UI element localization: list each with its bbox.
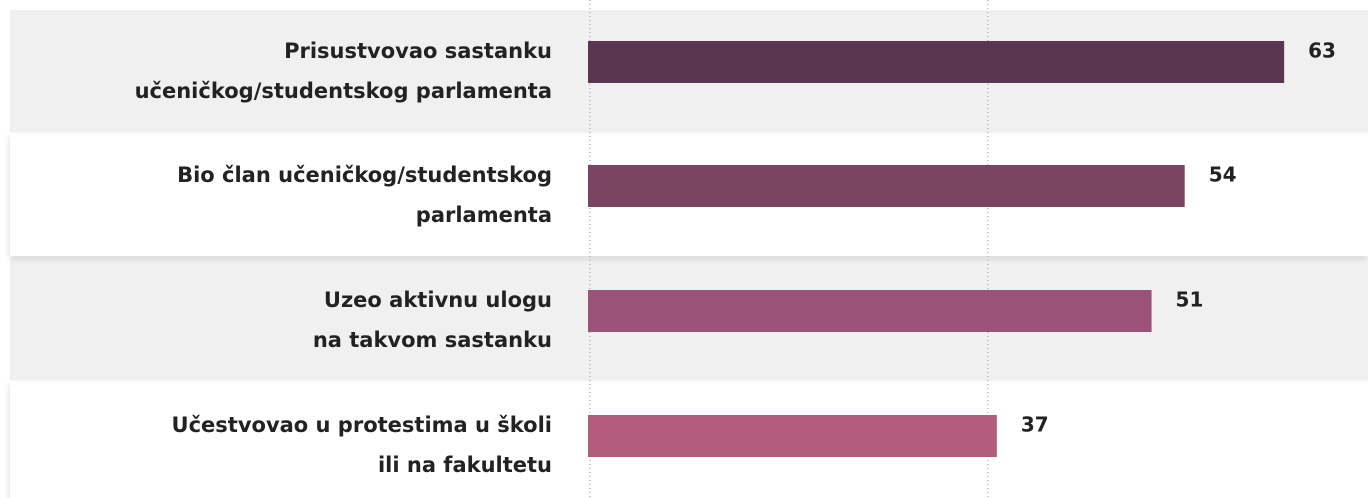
category-label: ili na fakultetu bbox=[378, 453, 552, 477]
category-label: na takvom sastanku bbox=[313, 328, 552, 352]
bar bbox=[588, 165, 1185, 207]
value-label: 37 bbox=[1021, 413, 1049, 437]
bar bbox=[588, 415, 997, 457]
category-label: Učestvovao u protestima u školi bbox=[172, 413, 552, 437]
category-label: parlamenta bbox=[416, 203, 552, 227]
category-label: učeničkog/studentskog parlamenta bbox=[135, 79, 552, 103]
category-label: Uzeo aktivnu ulogu bbox=[324, 288, 552, 312]
bar bbox=[588, 41, 1285, 83]
value-label: 63 bbox=[1308, 39, 1336, 63]
category-label: Prisustvovao sastanku bbox=[284, 39, 552, 63]
category-label: Bio član učeničkog/studentskog bbox=[177, 163, 552, 187]
value-label: 54 bbox=[1209, 163, 1237, 187]
bar bbox=[588, 290, 1152, 332]
value-label: 51 bbox=[1176, 288, 1204, 312]
